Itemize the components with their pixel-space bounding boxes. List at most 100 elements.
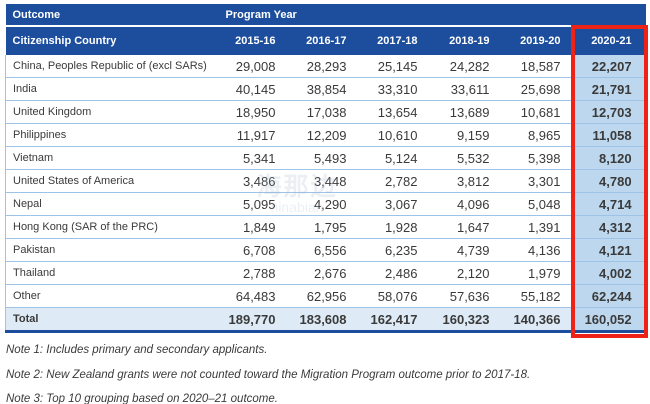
table-row: Nepal 5,095 4,290 3,067 4,096 5,048 4,71… xyxy=(5,192,646,216)
country-cell: China, Peoples Republic of (excl SARs) xyxy=(5,55,219,78)
value-cell: 1,391 xyxy=(503,215,575,239)
value-cell: 64,483 xyxy=(218,284,290,308)
value-cell: 4,739 xyxy=(431,238,504,262)
total-row: Total 189,770 183,608 162,417 160,323 14… xyxy=(5,307,646,333)
table-row: United States of America 3,486 3,448 2,7… xyxy=(5,169,646,193)
value-cell: 33,310 xyxy=(360,77,432,101)
year-header-2017-18: 2017-18 xyxy=(360,26,432,55)
value-cell-highlighted: 12,703 xyxy=(574,100,646,124)
note-2: Note 2: New Zealand grants were not coun… xyxy=(6,368,531,381)
value-cell: 13,689 xyxy=(431,100,504,124)
value-cell: 3,301 xyxy=(503,169,575,193)
note-3: Note 3: Top 10 grouping based on 2020–21… xyxy=(6,393,278,404)
country-cell: Hong Kong (SAR of the PRC) xyxy=(5,215,219,239)
value-cell: 9,159 xyxy=(431,123,504,147)
value-cell: 2,676 xyxy=(289,261,361,285)
value-cell: 25,145 xyxy=(360,55,432,78)
value-cell-highlighted: 8,120 xyxy=(574,146,646,170)
value-cell: 13,654 xyxy=(360,100,432,124)
value-cell: 5,124 xyxy=(360,146,432,170)
country-cell: Vietnam xyxy=(5,146,219,170)
value-cell-highlighted: 4,714 xyxy=(574,192,646,216)
table-row: China, Peoples Republic of (excl SARs) 2… xyxy=(5,55,646,78)
value-cell: 2,120 xyxy=(431,261,504,285)
value-cell: 11,917 xyxy=(218,123,290,147)
total-value: 140,366 xyxy=(503,307,575,333)
value-cell: 3,486 xyxy=(218,169,290,193)
value-cell: 17,038 xyxy=(289,100,361,124)
value-cell: 1,979 xyxy=(503,261,575,285)
value-cell-highlighted: 4,002 xyxy=(574,261,646,285)
table-row: Pakistan 6,708 6,556 6,235 4,739 4,136 4… xyxy=(5,238,646,262)
value-cell: 6,556 xyxy=(289,238,361,262)
value-cell: 1,928 xyxy=(360,215,432,239)
year-header-2019-20: 2019-20 xyxy=(503,26,575,55)
value-cell: 5,493 xyxy=(289,146,361,170)
table-row: Thailand 2,788 2,676 2,486 2,120 1,979 4… xyxy=(5,261,646,285)
value-cell: 58,076 xyxy=(360,284,432,308)
value-cell: 4,096 xyxy=(431,192,504,216)
header-row-outcome: Outcome Program Year xyxy=(5,4,646,27)
value-cell: 5,398 xyxy=(503,146,575,170)
header-row-years: Citizenship Country 2015-16 2016-17 2017… xyxy=(5,26,646,55)
year-header-2015-16: 2015-16 xyxy=(218,26,290,55)
value-cell: 5,532 xyxy=(431,146,504,170)
value-cell: 5,095 xyxy=(218,192,290,216)
table-header: Outcome Program Year Citizenship Country… xyxy=(5,4,646,55)
value-cell: 2,486 xyxy=(360,261,432,285)
total-value: 160,323 xyxy=(431,307,504,333)
value-cell: 18,950 xyxy=(218,100,290,124)
program-year-header: Program Year xyxy=(218,4,646,27)
value-cell-highlighted: 62,244 xyxy=(574,284,646,308)
value-cell-highlighted: 11,058 xyxy=(574,123,646,147)
total-value: 183,608 xyxy=(289,307,361,333)
value-cell-highlighted: 22,207 xyxy=(574,55,646,78)
value-cell-highlighted: 21,791 xyxy=(574,77,646,101)
value-cell: 24,282 xyxy=(431,55,504,78)
value-cell: 6,708 xyxy=(218,238,290,262)
value-cell-highlighted: 4,121 xyxy=(574,238,646,262)
total-value: 189,770 xyxy=(218,307,290,333)
total-label: Total xyxy=(5,307,219,333)
value-cell: 33,611 xyxy=(431,77,504,101)
note-1: Note 1: Includes primary and secondary a… xyxy=(6,344,268,356)
value-cell: 1,647 xyxy=(431,215,504,239)
value-cell: 1,849 xyxy=(218,215,290,239)
value-cell: 3,067 xyxy=(360,192,432,216)
table-row: Hong Kong (SAR of the PRC) 1,849 1,795 1… xyxy=(5,215,646,239)
footnotes: Note 1: Includes primary and secondary a… xyxy=(6,344,646,404)
value-cell: 3,812 xyxy=(431,169,504,193)
value-cell: 6,235 xyxy=(360,238,432,262)
value-cell: 57,636 xyxy=(431,284,504,308)
value-cell: 25,698 xyxy=(503,77,575,101)
table-row: Other 64,483 62,956 58,076 57,636 55,182… xyxy=(5,284,646,308)
table-row: United Kingdom 18,950 17,038 13,654 13,6… xyxy=(5,100,646,124)
year-header-2018-19: 2018-19 xyxy=(431,26,504,55)
value-cell: 38,854 xyxy=(289,77,361,101)
value-cell: 8,965 xyxy=(503,123,575,147)
value-cell: 4,136 xyxy=(503,238,575,262)
value-cell: 3,448 xyxy=(289,169,361,193)
country-cell: India xyxy=(5,77,219,101)
value-cell-highlighted: 4,780 xyxy=(574,169,646,193)
migration-outcome-table: Outcome Program Year Citizenship Country… xyxy=(5,4,646,333)
year-header-2016-17: 2016-17 xyxy=(289,26,361,55)
citizenship-country-header: Citizenship Country xyxy=(5,26,219,55)
value-cell: 2,788 xyxy=(218,261,290,285)
country-cell: United Kingdom xyxy=(5,100,219,124)
value-cell: 5,048 xyxy=(503,192,575,216)
value-cell: 2,782 xyxy=(360,169,432,193)
table-row: Philippines 11,917 12,209 10,610 9,159 8… xyxy=(5,123,646,147)
value-cell: 62,956 xyxy=(289,284,361,308)
country-cell: Pakistan xyxy=(5,238,219,262)
value-cell: 12,209 xyxy=(289,123,361,147)
value-cell: 55,182 xyxy=(503,284,575,308)
value-cell: 10,610 xyxy=(360,123,432,147)
value-cell: 29,008 xyxy=(218,55,290,78)
total-value-highlighted: 160,052 xyxy=(574,307,646,333)
value-cell: 28,293 xyxy=(289,55,361,78)
table-body: China, Peoples Republic of (excl SARs) 2… xyxy=(5,55,646,333)
year-header-2020-21: 2020-21 xyxy=(574,26,646,55)
value-cell: 5,341 xyxy=(218,146,290,170)
